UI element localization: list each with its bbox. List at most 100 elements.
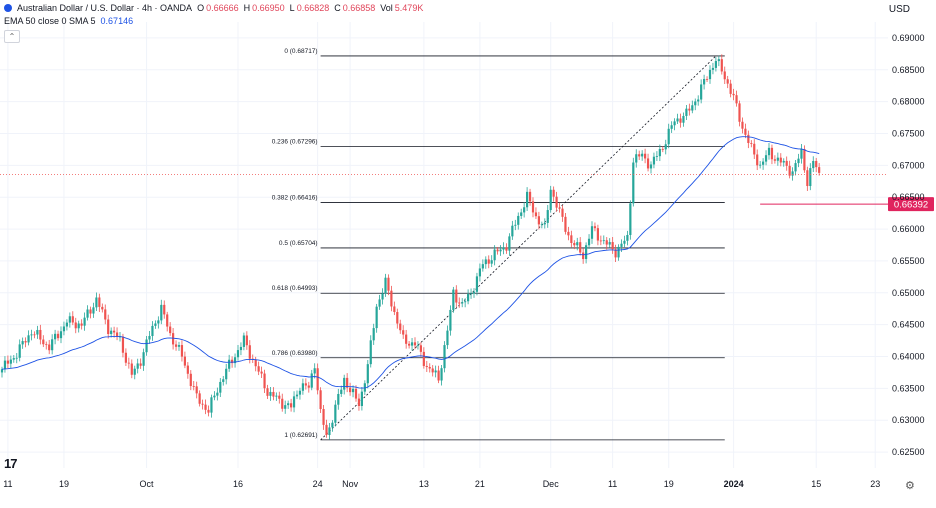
candle-body [617,246,620,258]
candle-body [228,359,231,369]
candle-body [762,161,765,165]
candle-body [567,231,570,236]
candle-body [688,108,691,111]
candle-body [210,397,213,413]
x-tick-label: 11 [608,479,617,489]
candle-body [599,240,602,242]
y-tick-label: 0.64500 [892,320,925,330]
time-axis[interactable]: 11 19 Oct 16 24 Nov 13 21 Dec 11 19 2024 15 23 [3,479,880,489]
candle-body [186,365,189,374]
candle-body [410,342,414,346]
indicator-legend[interactable]: EMA 50 close 0 SMA 5 0.67146 [4,16,133,26]
candle-body [770,147,774,160]
x-tick-label: 16 [233,479,243,489]
candle-body [587,238,591,246]
candle-body [794,163,797,172]
candle-body [502,247,505,250]
high-value: 0.66950 [252,3,285,13]
candle-body [307,385,310,388]
candle-body [233,357,237,364]
candle-body [45,344,48,346]
candle-body [316,368,319,391]
candle-body [198,393,201,404]
candle-body [720,59,723,72]
candle-body [145,339,148,353]
candle-body [711,67,715,70]
candle-body [614,249,617,258]
candle-body [354,388,358,399]
candle-body [59,331,63,339]
candle-body [487,259,490,264]
candle-body [104,309,107,320]
price-axis[interactable]: 0.69000 0.68500 0.68000 0.67500 0.67000 0.665… [892,33,925,457]
candle-body [759,164,762,166]
candle-body [700,84,703,100]
candle-body [564,216,567,232]
collapse-legend-button[interactable]: ⌃ [4,30,20,43]
candle-body [107,319,110,335]
candle-body [475,276,479,292]
candle-body [101,306,104,310]
low-value: 0.66828 [296,3,330,13]
candle-body [449,309,452,331]
candle-body [110,330,113,335]
candle-body [552,189,555,197]
candle-body [192,386,195,387]
candle-body [98,297,101,307]
candle-body [42,339,45,345]
y-tick-label: 0.68000 [892,97,925,107]
candle-body [443,345,446,369]
price-marker: 0.66392 [0,174,934,212]
price-marker-label: 0.66392 [894,200,928,211]
x-tick-label: 24 [313,479,323,489]
candle-body [534,212,538,217]
candle-body [56,333,60,339]
candle-body [788,165,791,176]
candle-body [472,291,476,294]
candle-body [590,226,594,239]
candle-body [225,368,228,380]
candle-body [124,352,127,363]
y-tick-label: 0.65500 [892,256,925,266]
candle-body [287,403,290,406]
candle-body [626,234,629,241]
candle-body [68,316,71,323]
candle-body [27,335,30,343]
candle-body [785,160,788,166]
candle-body [446,330,449,346]
candle-body [157,320,160,324]
candle-body [396,312,399,324]
ema-line [1,136,820,389]
currency-label[interactable]: USD [888,4,910,15]
candle-body [260,371,263,374]
candle-body [505,247,508,251]
candle-body [292,396,296,408]
candle-body [80,323,83,326]
candle-body [360,391,363,406]
candle-body [9,359,12,364]
candle-body [180,345,184,357]
fib-level-label: 0.236 (0.67296) [272,138,318,145]
candle-body [508,236,511,251]
candle-body [172,333,175,345]
candle-body [440,368,443,381]
candle-body [756,154,759,166]
y-tick-label: 0.66000 [892,224,925,234]
candle-body [461,302,464,304]
candle-body [189,373,192,387]
candle-body [319,390,322,410]
candle-body [201,403,204,405]
candle-body [779,157,782,163]
candle-body [366,364,369,384]
fib-level-label: 0.382 (0.66416) [272,195,318,202]
candle-body [148,336,151,340]
settings-icon[interactable]: ⚙ [905,480,915,492]
indicator-value: 0.67146 [100,16,134,26]
candle-body [679,118,682,123]
candle-body [646,158,650,169]
candle-body [573,242,576,246]
candle-body [219,381,222,393]
candle-body [351,388,355,393]
candle-body [216,392,219,396]
